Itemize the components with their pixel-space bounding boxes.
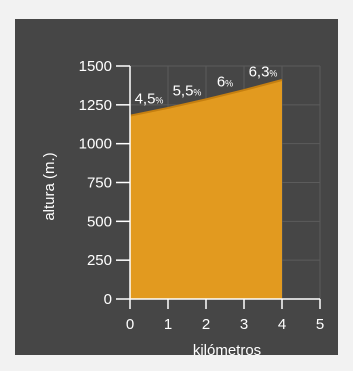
x-tick-label: 5 — [316, 316, 324, 333]
y-axis-title: altura (m.) — [41, 152, 58, 220]
grade-label: 6,3% — [249, 64, 278, 81]
x-tick-label: 1 — [164, 316, 172, 333]
grade-unit: % — [269, 69, 277, 79]
y-tick-label: 500 — [87, 213, 112, 230]
axis-layer — [116, 65, 321, 309]
area-layer — [129, 79, 283, 299]
x-tick-label: 0 — [126, 316, 134, 333]
elevation-area — [130, 79, 282, 299]
grade-unit: % — [155, 95, 163, 105]
y-tick-label: 1500 — [79, 58, 112, 75]
grade-label: 4,5% — [135, 90, 164, 107]
elevation-line — [129, 79, 283, 117]
grade-value: 6,3 — [249, 64, 270, 81]
grade-unit: % — [193, 87, 201, 97]
y-tick-label: 1250 — [79, 97, 112, 114]
label-layer: 0 1 2 3 4 502505007501000125015004,5%5,5%6%6,… — [79, 58, 325, 333]
x-axis-title: kilómetros — [193, 342, 261, 359]
y-tick-label: 0 — [104, 291, 112, 308]
grade-value: 4,5 — [135, 90, 156, 107]
grade-unit: % — [225, 78, 233, 88]
y-tick-label: 250 — [87, 252, 112, 269]
y-tick-label: 750 — [87, 175, 112, 192]
grade-label: 5,5% — [173, 82, 202, 99]
y-tick-label: 1000 — [79, 136, 112, 153]
grade-value: 5,5 — [173, 82, 194, 99]
grade-label: 6% — [217, 73, 233, 90]
grade-value: 6 — [217, 73, 225, 90]
x-tick-label: 2 — [202, 316, 210, 333]
x-tick-label: 3 — [240, 316, 248, 333]
x-tick-label: 4 — [278, 316, 286, 333]
